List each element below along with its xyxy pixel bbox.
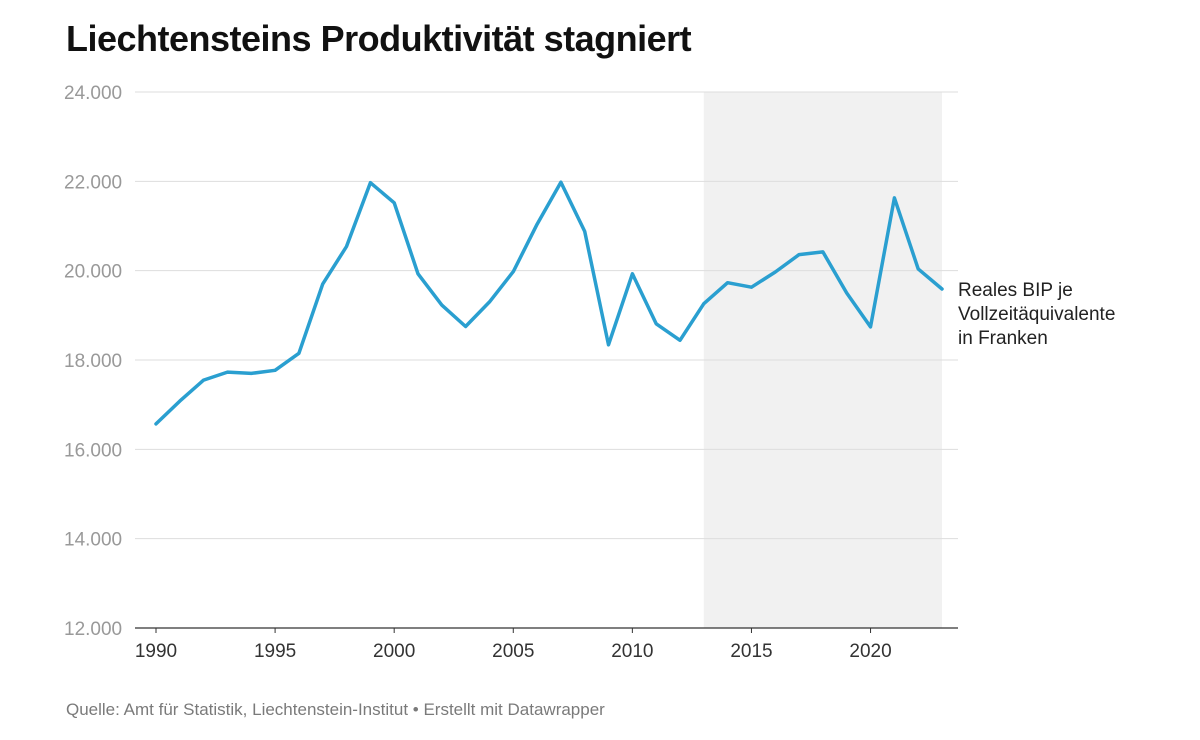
y-tick-label: 22.000 [64, 172, 122, 193]
gridlines [135, 91, 958, 629]
x-tick-label: 2010 [611, 641, 653, 662]
y-tick-label: 24.000 [64, 83, 122, 104]
x-tick-label: 2020 [849, 641, 891, 662]
x-tick-label: 2000 [373, 641, 415, 662]
y-tick-label: 14.000 [64, 530, 122, 551]
series-label-line: in Franken [958, 328, 1048, 349]
source-note: Quelle: Amt für Statistik, Liechtenstein… [66, 700, 605, 719]
y-tick-label: 16.000 [64, 440, 122, 461]
chart-title: Liechtensteins Produktivität stagniert [66, 18, 692, 59]
series-label-line: Vollzeitäquivalente [958, 304, 1115, 325]
x-tick-label: 1990 [135, 641, 177, 662]
series-label-line: Reales BIP je [958, 280, 1073, 301]
series-label: Reales BIP je Vollzeitäquivalente in Frank… [958, 280, 1115, 349]
line-chart: 12.000 14.000 16.000 18.000 20.000 22.000 24.0… [64, 83, 1115, 662]
y-tick-label: 12.000 [64, 619, 122, 640]
x-tick-label: 2015 [730, 641, 772, 662]
y-axis: 12.000 14.000 16.000 18.000 20.000 22.000 24.0… [64, 83, 122, 640]
series-line [154, 180, 944, 426]
x-tick-label: 1995 [254, 641, 296, 662]
x-axis: 1990 1995 2000 2005 2010 2015 2020 [135, 628, 892, 662]
y-tick-label: 20.000 [64, 262, 122, 283]
x-tick-label: 2005 [492, 641, 534, 662]
y-tick-label: 18.000 [64, 351, 122, 372]
